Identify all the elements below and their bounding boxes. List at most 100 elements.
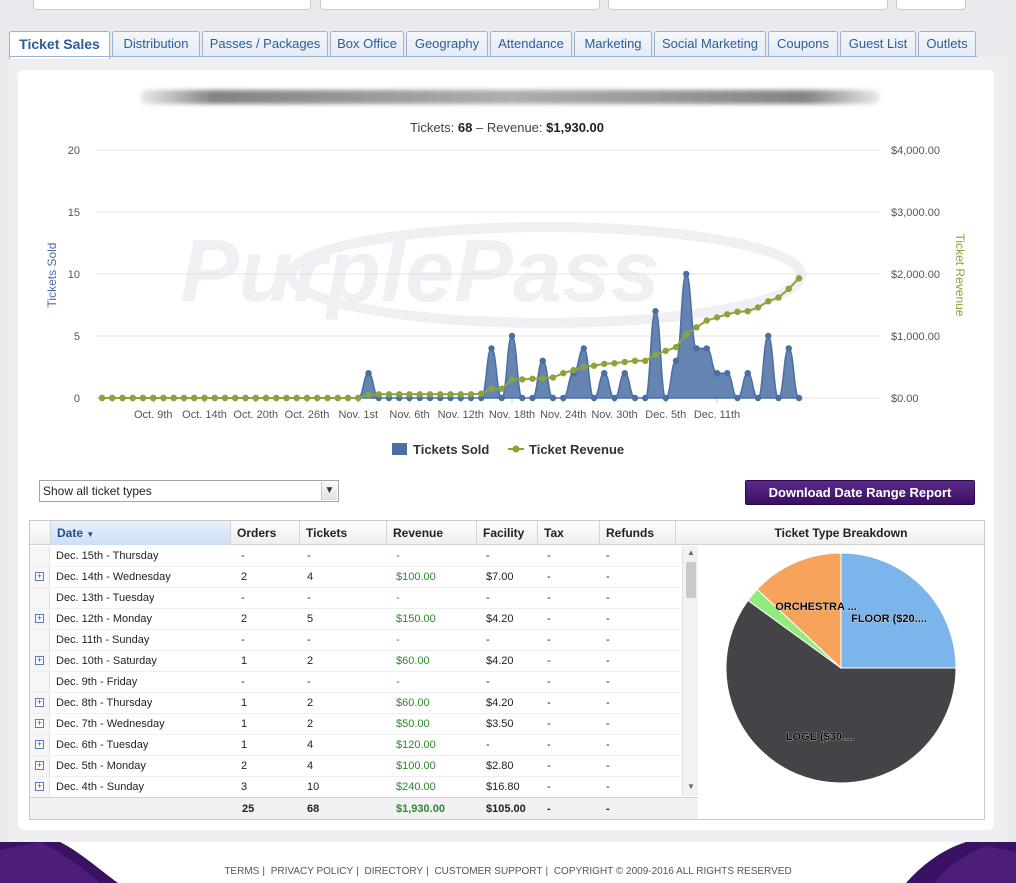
ticket-revenue-point: [621, 358, 628, 366]
scroll-thumb[interactable]: [686, 562, 696, 598]
footer-link-support[interactable]: CUSTOMER SUPPORT: [434, 866, 543, 877]
pie-slice-label: LOGE ($30....: [786, 731, 854, 743]
table-row[interactable]: + Dec. 4th - Sunday 3 10 $240.00 $16.80 - -: [30, 777, 680, 798]
chevron-down-icon[interactable]: ▼: [321, 482, 337, 500]
table-row[interactable]: + Dec. 10th - Saturday 1 2 $60.00 $4.20 - -: [30, 651, 680, 672]
cell-orders: 2: [241, 571, 248, 583]
expand-row-icon[interactable]: +: [35, 571, 44, 581]
ticket-revenue-point: [355, 394, 362, 402]
tab-outlets[interactable]: Outlets: [918, 31, 976, 57]
download-date-range-button[interactable]: Download Date Range Report: [745, 480, 975, 505]
y-tick-label: 15: [68, 207, 80, 219]
tab-box-office[interactable]: Box Office: [330, 31, 404, 57]
grid-scrollbar[interactable]: ▲ ▼: [682, 546, 698, 796]
tab-coupons[interactable]: Coupons: [768, 31, 838, 57]
ticket-revenue-point: [570, 366, 577, 374]
ticket-type-select[interactable]: Show all ticket types ▼: [39, 480, 339, 502]
cell-orders: 1: [241, 718, 248, 730]
cell-orders: 2: [241, 613, 248, 625]
table-row[interactable]: + Dec. 12th - Monday 2 5 $150.00 $4.20 - -: [30, 609, 680, 630]
expand-row-icon[interactable]: +: [35, 781, 44, 791]
table-row[interactable]: + Dec. 14th - Wednesday 2 4 $100.00 $7.00 - -: [30, 567, 680, 588]
table-row[interactable]: + Dec. 8th - Thursday 1 2 $60.00 $4.20 - -: [30, 693, 680, 714]
filter-field-4[interactable]: [896, 0, 966, 10]
filter-field-3[interactable]: [608, 0, 888, 10]
col-orders[interactable]: Orders: [231, 521, 300, 545]
expand-row-icon[interactable]: +: [35, 655, 44, 665]
tab-guest-list[interactable]: Guest List: [840, 31, 916, 57]
expand-row-icon[interactable]: +: [35, 697, 44, 707]
tickets-sold-point: [703, 345, 710, 352]
table-row[interactable]: + Dec. 6th - Tuesday 1 4 $120.00 - - -: [30, 735, 680, 756]
pie-slice-label: FLOOR ($20....: [851, 613, 927, 625]
ticket-revenue-point: [232, 394, 239, 402]
filter-field-2[interactable]: [320, 0, 600, 10]
cell-revenue: $240.00: [396, 781, 436, 793]
filter-field-1[interactable]: [33, 0, 311, 10]
tab-passes-packages[interactable]: Passes / Packages: [202, 31, 328, 57]
x-tick-label: Oct. 26th: [285, 409, 330, 421]
tab-ticket-sales[interactable]: Ticket Sales: [9, 31, 110, 59]
tab-marketing[interactable]: Marketing: [574, 31, 652, 57]
ticket-revenue-point: [180, 394, 188, 402]
footer-swoosh-left-icon: [0, 842, 118, 883]
footer-link-terms[interactable]: TERMS: [224, 866, 260, 877]
tab-geography[interactable]: Geography: [406, 31, 488, 57]
tickets-sold-point: [590, 394, 598, 402]
tickets-sold-point: [683, 270, 690, 278]
chart-legend: Tickets Sold Ticket Revenue: [392, 442, 624, 457]
tickets-sold-point: [724, 370, 731, 377]
expand-row-icon[interactable]: +: [35, 739, 44, 749]
scroll-up-icon[interactable]: ▲: [687, 548, 695, 557]
table-row[interactable]: + Dec. 7th - Wednesday 1 2 $50.00 $3.50 - -: [30, 714, 680, 735]
ticket-revenue-point: [662, 347, 669, 355]
cell-orders: 1: [241, 739, 248, 751]
x-tick-label: Nov. 18th: [489, 409, 535, 421]
footer-link-privacy[interactable]: PRIVACY POLICY: [270, 866, 354, 877]
tab-attendance[interactable]: Attendance: [490, 31, 572, 57]
cell-date: Dec. 5th - Monday: [56, 760, 146, 772]
col-facility[interactable]: Facility: [477, 521, 538, 545]
pie-slice: [725, 599, 957, 784]
ticket-revenue-point: [303, 394, 311, 402]
pie-slice: [840, 552, 957, 669]
tab-social-marketing[interactable]: Social Marketing: [654, 31, 766, 57]
cell-tickets: -: [307, 550, 311, 562]
ticket-revenue-point: [293, 394, 300, 402]
tickets-sold-point: [365, 370, 372, 377]
x-tick-label: Nov. 6th: [389, 409, 429, 421]
ticket-revenue-point: [334, 394, 341, 402]
table-row[interactable]: + Dec. 5th - Monday 2 4 $100.00 $2.80 - -: [30, 756, 680, 777]
col-date[interactable]: Date ▼: [51, 521, 231, 545]
expand-row-icon[interactable]: +: [35, 760, 44, 770]
cell-facility: $2.80: [486, 760, 514, 772]
cell-date: Dec. 10th - Saturday: [56, 655, 157, 667]
col-refunds[interactable]: Refunds: [600, 521, 676, 545]
expand-row-icon[interactable]: +: [35, 718, 44, 728]
ticket-revenue-point: [529, 375, 536, 382]
table-row[interactable]: Dec. 13th - Tuesday - - - - - -: [30, 588, 680, 609]
cell-refunds: -: [606, 697, 610, 709]
tab-distribution[interactable]: Distribution: [112, 31, 200, 57]
col-tickets[interactable]: Tickets: [300, 521, 387, 545]
footer-link-directory[interactable]: DIRECTORY: [364, 866, 424, 877]
col-tax[interactable]: Tax: [538, 521, 600, 545]
ticket-revenue-point: [447, 391, 454, 398]
ticket-revenue-point: [98, 394, 106, 402]
summary-tickets-value: 68: [458, 120, 472, 135]
cell-date: Dec. 6th - Tuesday: [56, 739, 149, 751]
expand-row-icon[interactable]: +: [35, 613, 44, 623]
cell-orders: 3: [241, 781, 248, 793]
cell-facility: $4.20: [486, 613, 514, 625]
x-tick-label: Nov. 12th: [438, 409, 484, 421]
table-row[interactable]: Dec. 11th - Sunday - - - - - -: [30, 630, 680, 651]
tickets-sold-point: [672, 357, 680, 364]
footer-swoosh-right-icon: [906, 842, 1016, 883]
col-revenue[interactable]: Revenue: [387, 521, 477, 545]
cell-revenue: -: [396, 676, 400, 688]
table-row[interactable]: Dec. 15th - Thursday - - - - - -: [30, 546, 680, 567]
ticket-revenue-point: [601, 360, 608, 368]
table-row[interactable]: Dec. 9th - Friday - - - - - -: [30, 672, 680, 693]
ticket-revenue-point: [109, 394, 116, 402]
scroll-down-icon[interactable]: ▼: [687, 782, 695, 791]
